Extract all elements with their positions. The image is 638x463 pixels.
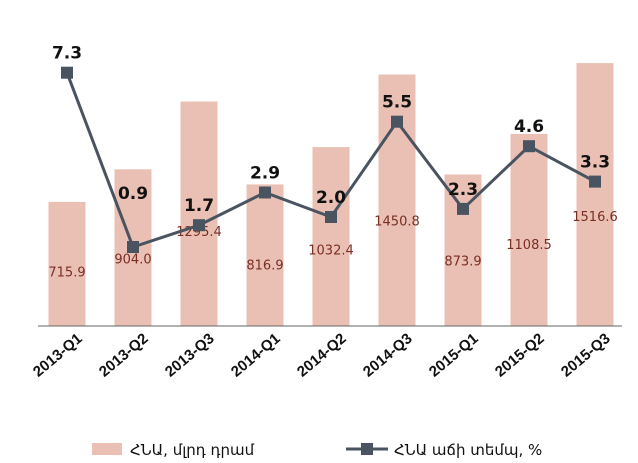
bar-2014-Q1 xyxy=(246,184,284,326)
x-tick-label: 2015-Q2 xyxy=(492,330,548,381)
bar-value-label: 904.0 xyxy=(114,252,151,267)
x-tick-label: 2014-Q3 xyxy=(360,330,416,381)
x-tick-label: 2013-Q2 xyxy=(96,330,152,381)
x-tick-label: 2014-Q2 xyxy=(294,330,350,381)
x-tick-label: 2013-Q3 xyxy=(162,330,218,381)
growth-marker xyxy=(523,140,535,153)
x-tick-label: 2014-Q1 xyxy=(228,330,284,381)
bars-layer xyxy=(48,63,614,326)
bar-2014-Q2 xyxy=(312,147,350,326)
legend-line-label: ՀՆԱ աճի տեմպ, % xyxy=(394,441,542,459)
bar-value-label: 715.9 xyxy=(48,265,85,280)
growth-labels-layer: 7.3 0.9 1.7 2.9 2.0 5.5 2.3 4.6 3.3 xyxy=(52,44,610,216)
growth-marker xyxy=(325,211,337,223)
growth-marker xyxy=(61,66,73,79)
bar-2015-Q2 xyxy=(510,133,548,326)
bar-value-label: 873.9 xyxy=(444,254,481,269)
bar-2015-Q1 xyxy=(444,174,482,326)
growth-marker xyxy=(457,202,469,215)
bar-value-label: 1450.8 xyxy=(374,214,420,229)
legend: ՀՆԱ, մլրդ դրամ ՀՆԱ աճի տեմպ, % xyxy=(92,441,542,459)
growth-marker xyxy=(193,219,205,232)
x-tick-label: 2015-Q1 xyxy=(426,330,482,381)
growth-value-label: 2.3 xyxy=(448,180,478,200)
bar-2013-Q3 xyxy=(180,101,218,326)
bar-2013-Q1 xyxy=(48,201,86,326)
x-tick-label: 2013-Q1 xyxy=(30,330,86,381)
legend-line-marker xyxy=(361,443,373,455)
growth-marker xyxy=(127,241,139,253)
bar-labels-layer: 715.9904.01295.4816.91032.41450.8873.911… xyxy=(48,210,617,281)
growth-value-label: 7.3 xyxy=(52,44,82,64)
growth-value-label: 0.9 xyxy=(118,184,148,204)
bar-2015-Q3 xyxy=(576,63,614,326)
bar-value-label: 816.9 xyxy=(246,258,283,273)
growth-marker xyxy=(391,115,403,128)
bar-value-label: 1032.4 xyxy=(308,243,354,258)
bar-value-label: 1108.5 xyxy=(506,238,552,253)
legend-bar-label: ՀՆԱ, մլրդ դրամ xyxy=(130,441,255,459)
growth-value-label: 4.6 xyxy=(514,117,544,137)
x-tick-label: 2015-Q3 xyxy=(558,330,614,381)
growth-value-label: 2.9 xyxy=(250,164,280,184)
bar-value-label: 1516.6 xyxy=(572,210,618,225)
growth-value-label: 1.7 xyxy=(184,196,214,216)
growth-line-layer xyxy=(61,66,601,253)
growth-value-label: 5.5 xyxy=(382,93,412,113)
x-tick-labels: 2013-Q1 2013-Q2 2013-Q3 2014-Q1 2014-Q2 2014-… xyxy=(30,330,614,381)
legend-bar-swatch xyxy=(92,443,122,455)
growth-marker xyxy=(589,175,601,188)
growth-value-label: 2.0 xyxy=(316,188,346,208)
growth-marker xyxy=(259,186,271,199)
growth-value-label: 3.3 xyxy=(580,153,610,173)
